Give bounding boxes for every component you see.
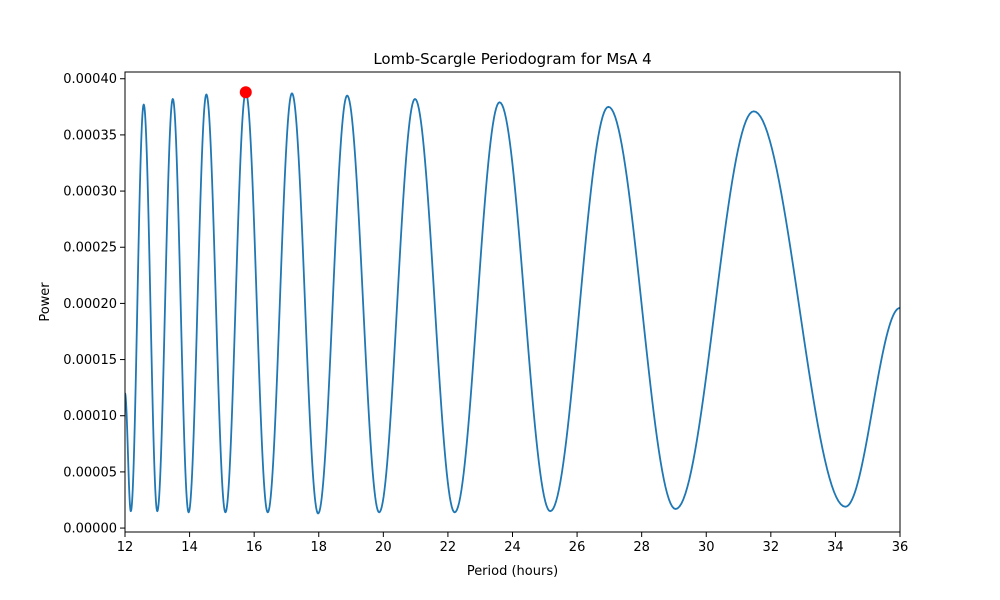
x-tick-label: 12 bbox=[117, 540, 134, 555]
y-axis-label: Power bbox=[38, 282, 53, 322]
x-axis: 12 14 16 18 20 22 24 26 28 30 32 34 36 bbox=[117, 532, 909, 555]
x-tick-label: 32 bbox=[763, 540, 780, 555]
x-tick-label: 18 bbox=[310, 540, 327, 555]
series-layer bbox=[125, 91, 900, 515]
x-tick-label: 20 bbox=[375, 540, 392, 555]
x-axis-label: Period (hours) bbox=[467, 564, 558, 579]
y-tick-label: 0.00025 bbox=[63, 241, 117, 256]
x-tick-label: 34 bbox=[827, 540, 844, 555]
y-tick-label: 0.00010 bbox=[63, 409, 117, 424]
series-line bbox=[125, 91, 900, 515]
highlight-layer bbox=[239, 86, 252, 99]
y-tick-label: 0.00040 bbox=[63, 72, 117, 87]
y-tick-label: 0.00035 bbox=[63, 128, 117, 143]
x-tick-label: 26 bbox=[569, 540, 586, 555]
chart-title: Lomb-Scargle Periodogram for MsA 4 bbox=[373, 50, 651, 68]
y-tick-label: 0.00015 bbox=[63, 353, 117, 368]
x-tick-label: 28 bbox=[633, 540, 650, 555]
x-tick-label: 14 bbox=[181, 540, 198, 555]
y-axis: 0.00000 0.00005 0.00010 0.00015 0.00020 0.000… bbox=[63, 72, 125, 537]
y-tick-label: 0.00030 bbox=[63, 185, 117, 200]
best-period-marker bbox=[239, 86, 252, 99]
x-tick-label: 30 bbox=[698, 540, 715, 555]
y-tick-label: 0.00020 bbox=[63, 297, 117, 312]
x-tick-label: 22 bbox=[440, 540, 457, 555]
y-tick-label: 0.00000 bbox=[63, 522, 117, 537]
x-tick-label: 36 bbox=[892, 540, 909, 555]
y-tick-label: 0.00005 bbox=[63, 465, 117, 480]
x-tick-label: 16 bbox=[246, 540, 263, 555]
x-tick-label: 24 bbox=[504, 540, 521, 555]
